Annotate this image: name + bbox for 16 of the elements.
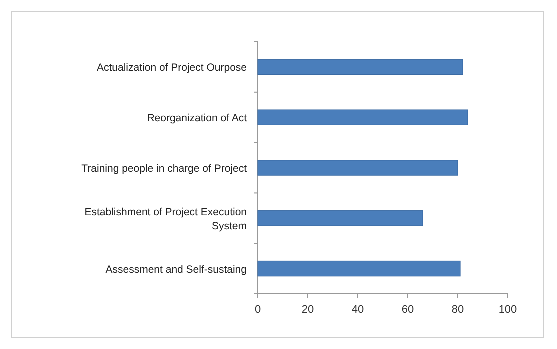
- bar: [258, 260, 461, 277]
- y-tick-label: Establishment of Project Execution System: [84, 206, 248, 232]
- x-tick-label: 40: [352, 304, 364, 316]
- x-tick-label: 80: [452, 304, 464, 316]
- bar: [258, 210, 424, 226]
- x-tick-label: 60: [402, 304, 414, 316]
- bar: [258, 59, 464, 76]
- y-tick-label: Reorganization of Act: [147, 112, 248, 125]
- y-tick-label: Training people in charge of Project: [82, 163, 248, 175]
- x-tick-label: 100: [498, 304, 518, 316]
- x-tick-label: 0: [254, 304, 262, 316]
- x-tick-label: 20: [302, 304, 314, 316]
- bar: [258, 110, 468, 126]
- bar: [258, 160, 458, 176]
- y-tick-label: Assessment and Self-sustaing: [106, 264, 248, 276]
- y-tick-label: Actualization of Project Ourpose: [97, 62, 248, 74]
